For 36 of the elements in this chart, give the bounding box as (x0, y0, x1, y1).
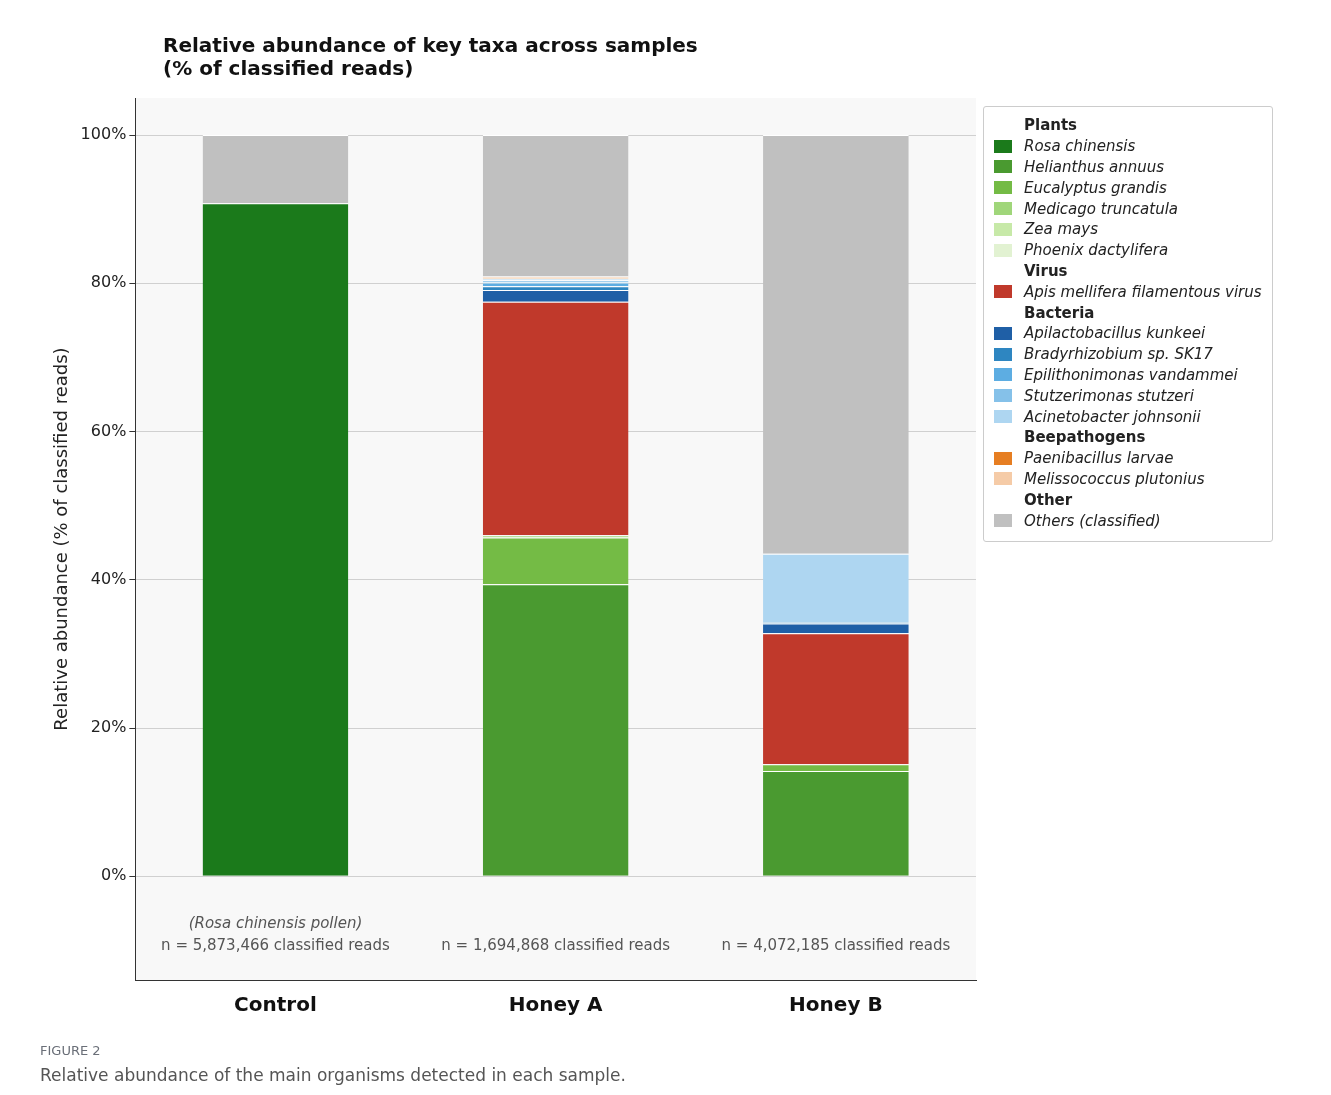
legend-label: Helianthus annuus (1024, 157, 1165, 176)
annotation: (Rosa chinensis pollen) n = 5,873,466 classified reads (161, 914, 390, 955)
text: Plants (1024, 116, 1078, 135)
legend-label: Melissococcus plutonius (1024, 469, 1205, 488)
y-tick-label: 100% (80, 124, 127, 144)
text: Virus (1024, 261, 1068, 280)
legend-label: Phoenix dactylifera (1024, 241, 1169, 260)
legend-label: Zea mays (1024, 220, 1098, 239)
legend-label: Stutzerimonas stutzeri (1024, 386, 1194, 405)
text: Beepathogens (1024, 428, 1146, 447)
y-tick-label: 40% (90, 568, 127, 588)
legend-label: Epilithonimonas vandammei (1024, 365, 1238, 384)
legend-label: Rosa chinensis (1024, 137, 1136, 156)
x-tick-label: Honey B (789, 992, 883, 1017)
y-tick-label: 20% (90, 717, 127, 737)
y-axis-title: Relative abundance (% of classified reads) (50, 347, 72, 731)
x-tick-label: Control (234, 992, 317, 1017)
legend-label: Paenibacillus larvae (1024, 449, 1174, 468)
legend-label: Medicago truncatula (1024, 199, 1179, 218)
y-tick-label: 80% (90, 272, 127, 292)
x-tick-label: Honey A (508, 992, 604, 1017)
legend-label: Others (classified) (1024, 511, 1161, 530)
caption: FIGURE 2 (40, 1043, 101, 1058)
legend-label: Acinetobacter johnsonii (1024, 407, 1201, 426)
y-tick-label: 0% (100, 865, 127, 885)
legend-label: Bradyrhizobium sp. SK17 (1024, 345, 1213, 364)
legend-label: Apis mellifera filamentous virus (1024, 282, 1262, 301)
text: Relative abundance of the main organisms detected in each sample. (40, 1065, 626, 1085)
text: Other (1024, 490, 1073, 509)
legend-label: Apilactobacillus kunkeei (1024, 324, 1206, 343)
chart-title: Relative abundance of key taxa across samples (% of classified reads) (163, 33, 698, 80)
annotation: n = 1,694,868 classified reads (441, 936, 671, 955)
annotation: n = 4,072,185 classified reads (721, 936, 951, 955)
text: Bacteria (1024, 303, 1095, 322)
y-tick-label: 60% (90, 420, 127, 440)
legend-label: Eucalyptus grandis (1024, 178, 1167, 197)
